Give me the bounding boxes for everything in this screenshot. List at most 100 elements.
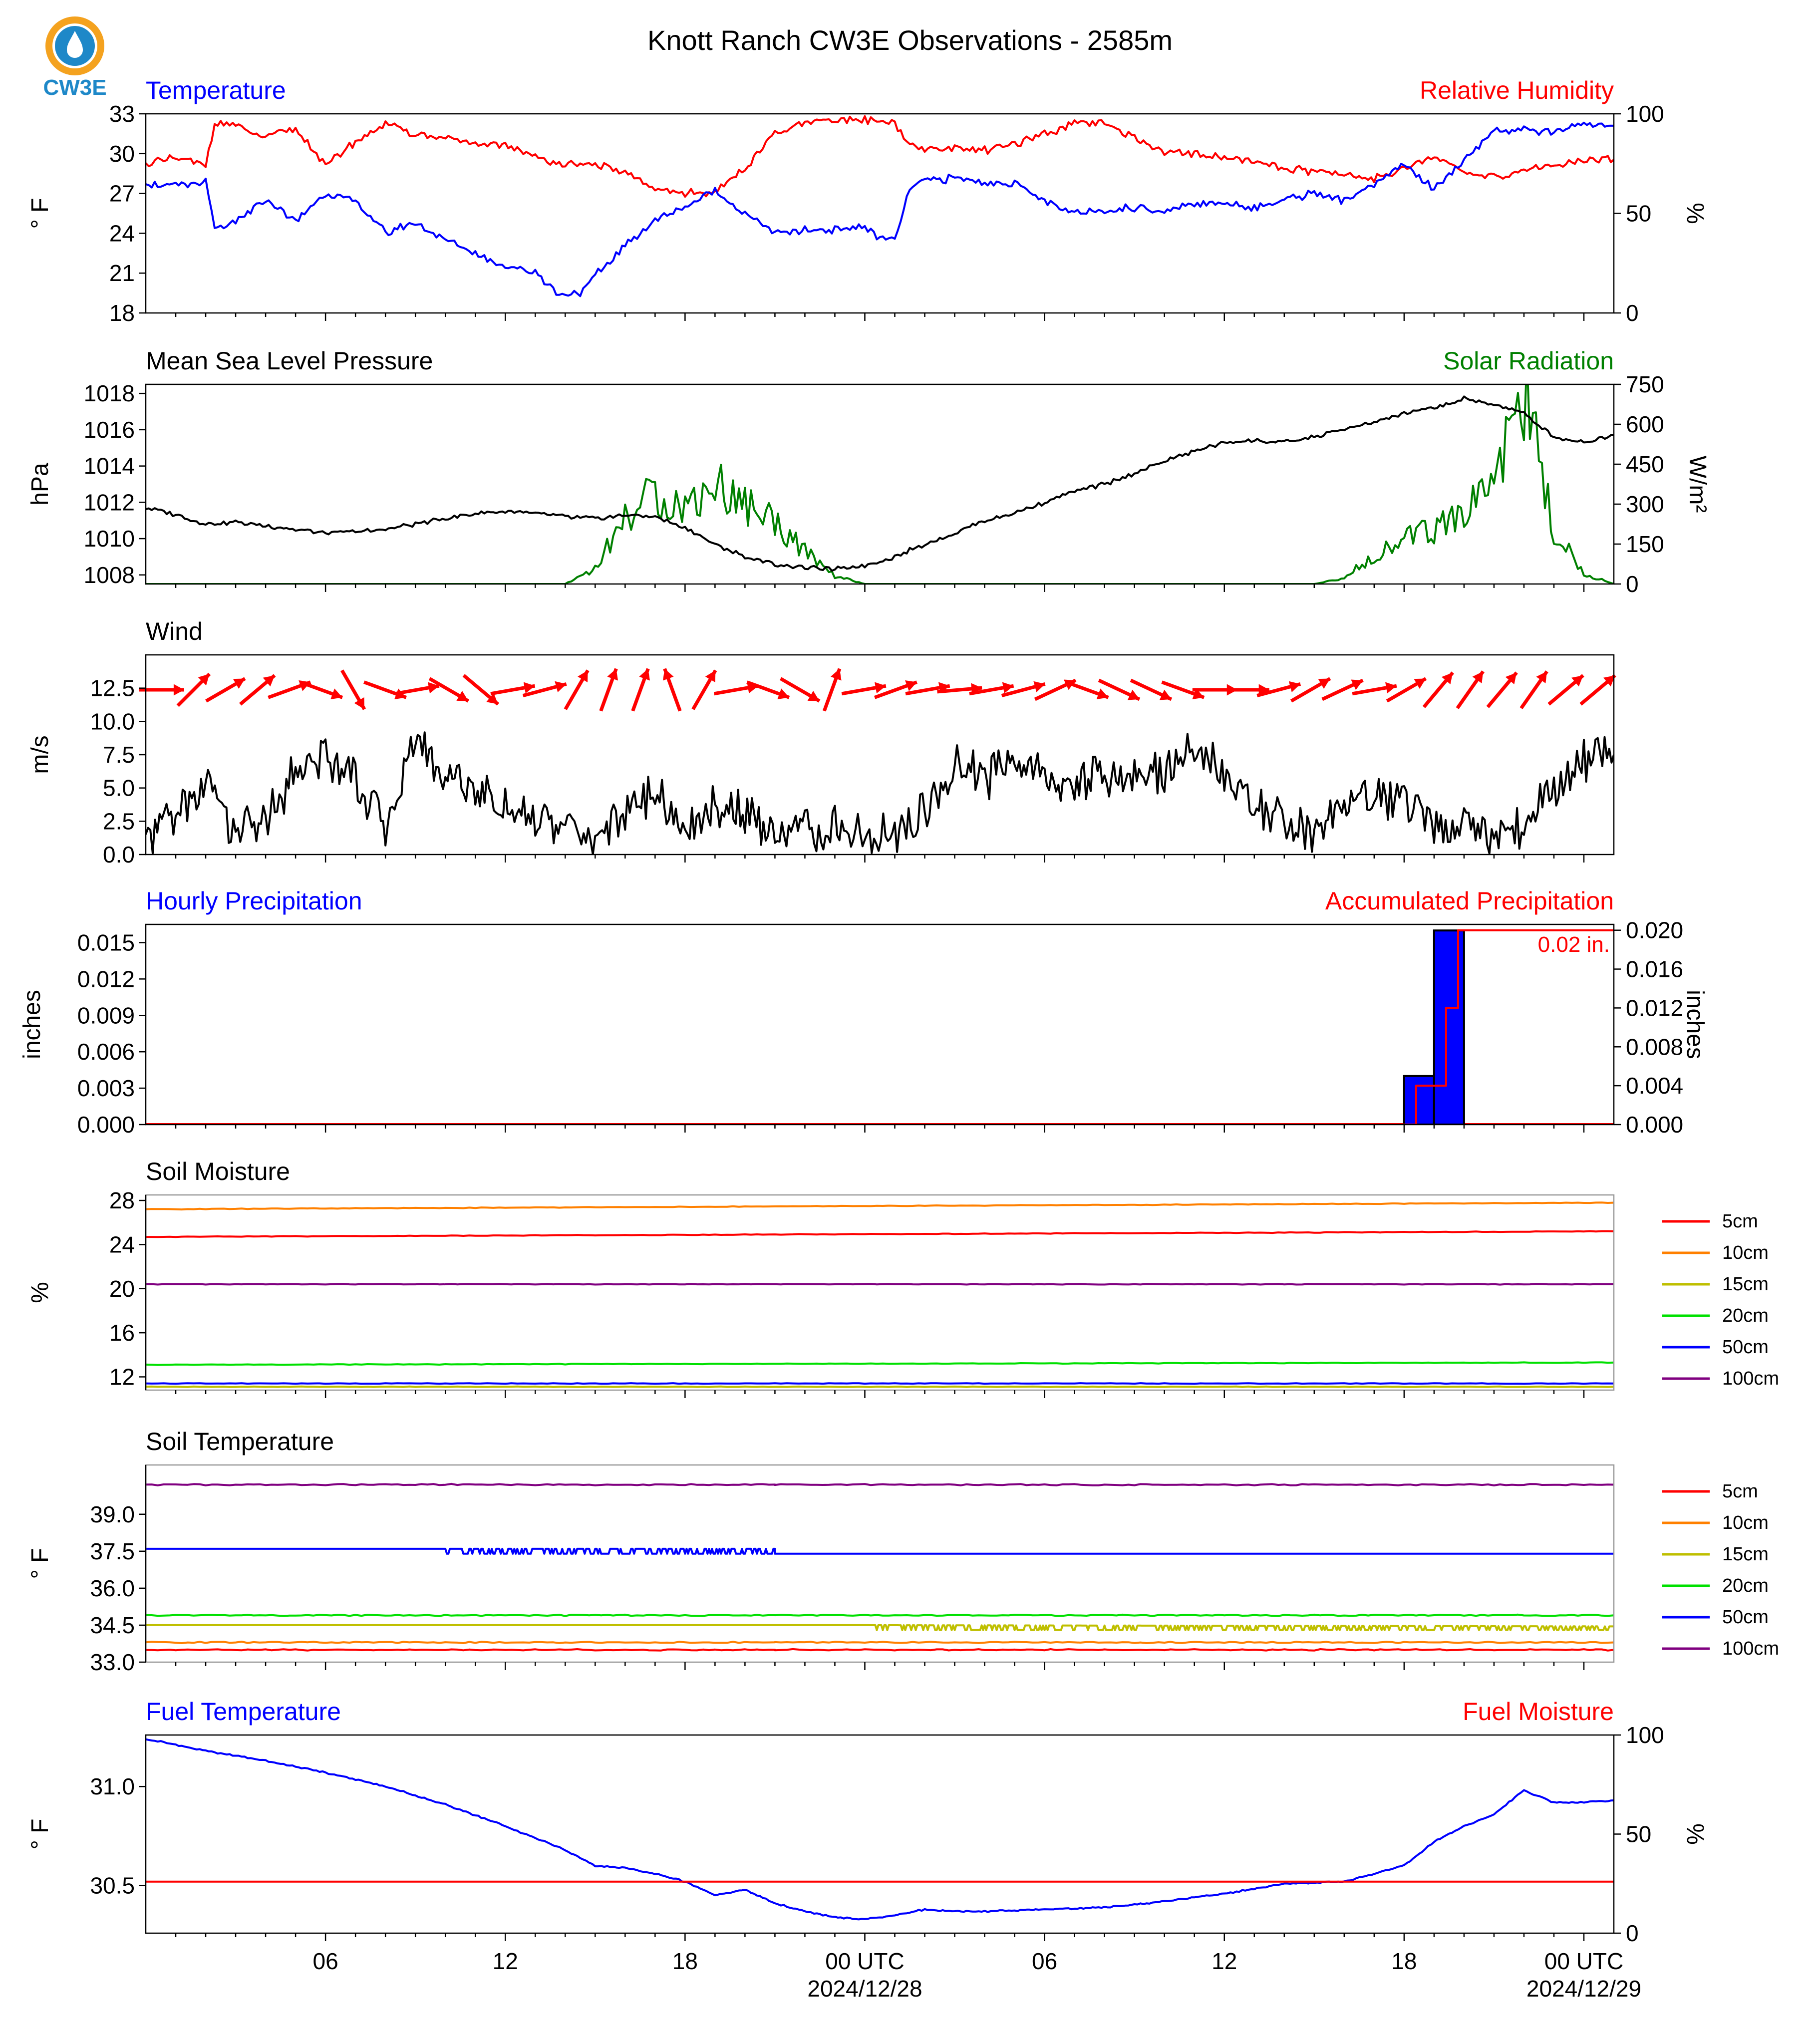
axis-frame <box>145 383 1615 585</box>
plot-area <box>146 1738 1614 1921</box>
axis-frame <box>145 1734 1615 1934</box>
plot-area <box>146 115 1614 297</box>
y-tick-label-left: 24 <box>109 220 135 246</box>
wind-arrow-head <box>354 697 365 709</box>
y-tick-label-left: 1010 <box>84 526 135 552</box>
y-tick-label-right: 600 <box>1626 411 1664 437</box>
cw3e-logo: CW3E <box>43 16 107 100</box>
wind-arrow-head <box>607 668 618 681</box>
legend-label: 100cm <box>1722 1638 1779 1659</box>
wind-arrow-head <box>1351 679 1363 690</box>
y-tick-label-left: 1018 <box>84 380 135 406</box>
wind-arrow <box>1486 671 1518 708</box>
accumulated-precip-line <box>146 929 1614 1125</box>
y-tick-label-right: 50 <box>1626 1821 1651 1847</box>
wind-arrow <box>1547 674 1584 706</box>
legend-label: 50cm <box>1722 1607 1769 1628</box>
fuel-temperature-line <box>146 1738 1614 1921</box>
y-tick-label-left: 27 <box>109 181 135 207</box>
wind-arrow <box>1321 678 1364 701</box>
y-tick-label-right: 0.000 <box>1626 1112 1683 1138</box>
fuel-panel: Fuel Temperature Fuel Moisture 30.5 31.0 0 50… <box>27 1698 1708 1946</box>
y-tick-label-right: 150 <box>1626 531 1664 557</box>
y-tick-label-left: 7.5 <box>103 742 135 768</box>
y-axis-label-left: ° F <box>27 1548 53 1579</box>
legend-label: 10cm <box>1722 1242 1769 1263</box>
logo-ring <box>45 16 104 75</box>
y-axis-label-left: m/s <box>27 735 53 774</box>
y-tick-label-left: 0.006 <box>77 1039 135 1065</box>
y-axis-label-left: ° F <box>27 198 53 229</box>
wind-arrow-head <box>1288 681 1301 692</box>
wind-arrow <box>139 684 184 696</box>
precip-bar <box>1403 1075 1435 1125</box>
series-line-20cm <box>146 1361 1614 1366</box>
y-tick-label-left: 28 <box>109 1187 135 1213</box>
legend-label: 100cm <box>1722 1368 1779 1389</box>
y-tick-label-right: 450 <box>1626 451 1664 477</box>
wind-arrow-head <box>1472 671 1484 683</box>
x-tick-date-label: 2024/12/29 <box>1526 1976 1641 2002</box>
pressure-line <box>146 395 1614 572</box>
wind-arrow-head <box>486 693 498 704</box>
wind-arrow-head <box>1159 689 1172 700</box>
y-axis-label-left: ° F <box>27 1819 53 1850</box>
y-tick-label-right: 0.004 <box>1626 1073 1683 1099</box>
wind-arrow <box>340 669 366 710</box>
wind-arrow <box>969 682 1014 696</box>
y-tick-label-right: 100 <box>1626 1722 1664 1748</box>
wind-arrow-head <box>705 670 716 683</box>
accumulated-total-label: 0.02 in. <box>1538 932 1610 957</box>
wind-arrow-head <box>1385 682 1397 694</box>
wind-arrow-head <box>578 670 588 683</box>
wind-arrow <box>1001 681 1046 698</box>
y-tick-label-left: 0.015 <box>77 929 135 955</box>
legend-label: 20cm <box>1722 1305 1769 1326</box>
series-line-5cm <box>146 1230 1614 1238</box>
wind-arrow-head <box>905 680 917 691</box>
wind-panel: Wind 0.0 2.5 5.0 7.5 10.0 12.5 m/s <box>27 617 1616 868</box>
y-tick-label-left: 1012 <box>84 489 135 515</box>
plot-area <box>146 384 1614 584</box>
axis-frame <box>145 1194 1615 1391</box>
y-tick-label-left: 16 <box>109 1320 135 1346</box>
plot-area <box>146 731 1614 855</box>
legend: 5cm 10cm 15cm 20cm 50cm 100cm <box>1662 1211 1779 1389</box>
soil-temperature-panel: Soil Temperature 5cm 10cm 15cm 20cm 50cm 100cm… <box>27 1428 1779 1675</box>
y-tick-label-left: 1008 <box>84 562 135 588</box>
wind-arrow-head <box>830 668 842 681</box>
wind-arrow-head <box>875 682 886 694</box>
wind-arrow-head <box>1414 678 1426 689</box>
wind-arrow <box>599 668 618 712</box>
plot-area <box>146 1482 1614 1652</box>
y-axis-label-right: inches <box>1682 990 1708 1059</box>
humidity-line <box>146 115 1614 198</box>
y-tick-label-left: 36.0 <box>90 1575 135 1601</box>
y-tick-label-right: 300 <box>1626 491 1664 517</box>
wind-arrow <box>428 677 470 703</box>
y-tick-label-left: 1016 <box>84 417 135 443</box>
wind-arrow-head <box>1127 689 1140 700</box>
y-tick-label-left: 10.0 <box>90 708 135 734</box>
y-axis-label-right: % <box>1682 203 1708 224</box>
wind-arrow <box>1579 674 1616 706</box>
legend-label: 50cm <box>1722 1337 1769 1358</box>
wind-arrow <box>205 677 246 703</box>
series-line-10cm <box>146 1641 1614 1644</box>
wind-arrow <box>746 680 790 699</box>
wind-arrow-head <box>1536 671 1547 683</box>
y-tick-label-left: 31.0 <box>90 1773 135 1799</box>
y-tick-label-right: 0 <box>1626 300 1639 326</box>
axis-frame <box>145 923 1615 1126</box>
series-line-20cm <box>146 1613 1614 1617</box>
wind-arrow-head <box>1603 675 1615 687</box>
x-tick-label: 00 UTC <box>1544 1948 1623 1974</box>
wind-arrow-head <box>639 668 650 681</box>
precip-bar <box>1433 929 1465 1125</box>
y-tick-label-right: 0 <box>1626 571 1639 597</box>
wind-arrow <box>1098 678 1141 701</box>
wind-arrow <box>691 669 717 710</box>
legend-label: 15cm <box>1722 1274 1769 1295</box>
y-tick-label-right: 0 <box>1626 1920 1639 1946</box>
